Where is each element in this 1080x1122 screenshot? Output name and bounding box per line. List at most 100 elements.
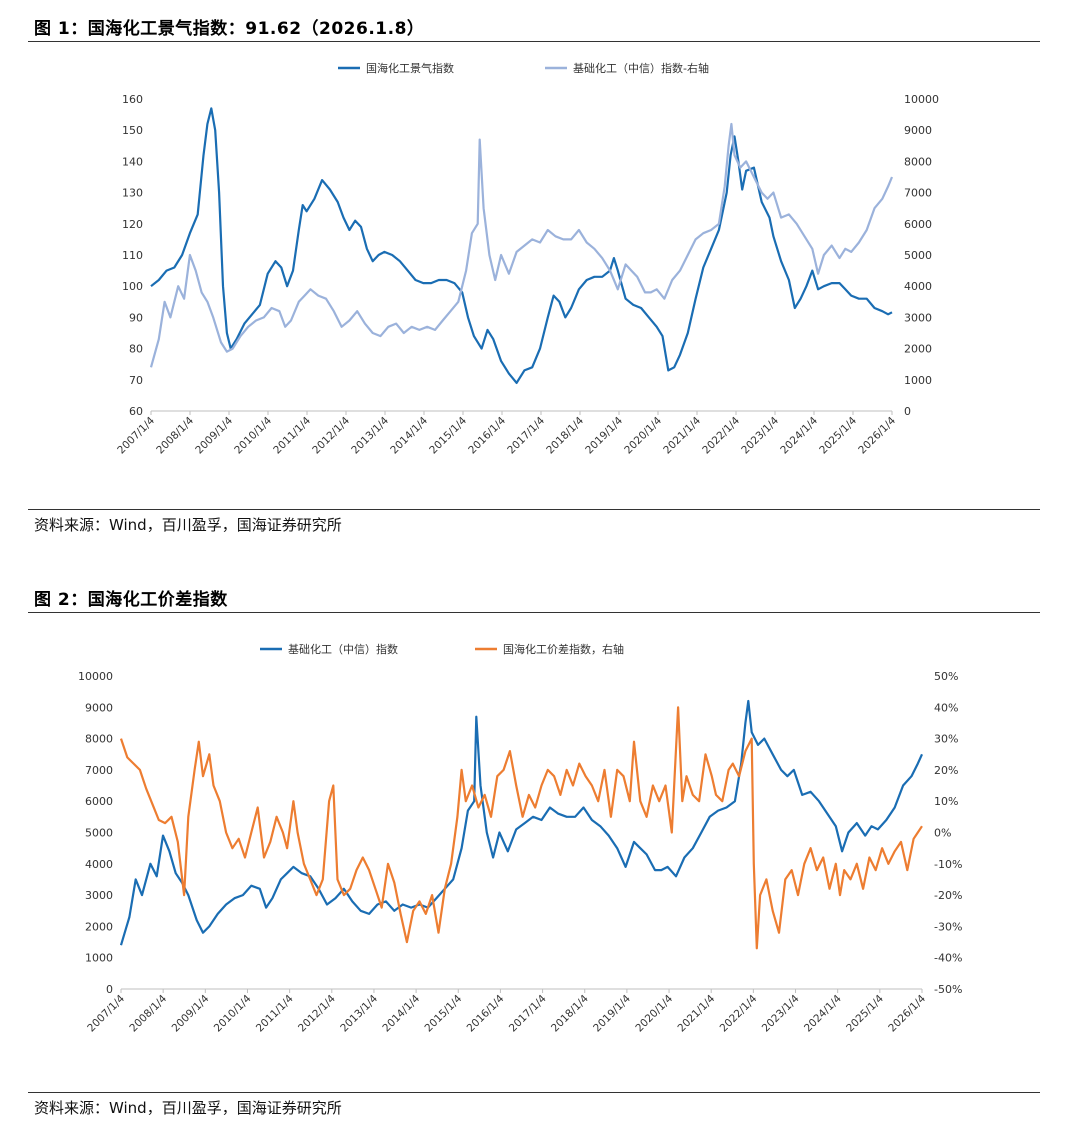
figure1-chart: 60 70 80 90 100 110 120 130 140 150 160 0 1000 2000 30… <box>115 61 939 456</box>
chart1-series-1-line <box>150 107 893 384</box>
chart1-x-tick-label: 2011/1/4 <box>271 414 313 456</box>
chart1-y-right-tick-label: 1000 <box>904 374 932 387</box>
figure2-chart: 0 1000 2000 3000 4000 5000 6000 7000 8000 9000 100… <box>78 642 962 1034</box>
chart1-x-tick-label: 2013/1/4 <box>349 414 391 456</box>
chart2-y-left-tick-label: 3000 <box>85 889 113 902</box>
chart2-series-2-line <box>119 706 923 950</box>
figure1-bottom-rule <box>28 509 1040 510</box>
chart2-x-tick-label: 2020/1/4 <box>633 992 675 1034</box>
chart1-x-tick-label: 2015/1/4 <box>427 414 469 456</box>
chart2-y-left-tick-label: 10000 <box>78 670 113 683</box>
chart2-y-right-tick-label: 40% <box>934 701 958 714</box>
chart2-y-right-tick-label: 20% <box>934 764 958 777</box>
chart1-y-left-tick-label: 110 <box>122 249 143 262</box>
chart1-y-left-tick-label: 120 <box>122 218 143 231</box>
chart1-y-right-tick-label: 4000 <box>904 280 932 293</box>
chart2-x-tick-label: 2017/1/4 <box>507 992 549 1034</box>
chart2-x-tick-label: 2019/1/4 <box>591 992 633 1034</box>
chart1-y-left-tick-label: 130 <box>122 187 143 200</box>
chart2-legend-label-2: 国海化工价差指数，右轴 <box>503 642 624 656</box>
chart1-legend-label-2: 基础化工（中信）指数-右轴 <box>573 61 709 75</box>
chart2-x-tick-label: 2018/1/4 <box>549 992 591 1034</box>
chart1-x-tick-label: 2026/1/4 <box>856 414 898 456</box>
chart2-x-tick-label: 2007/1/4 <box>85 992 127 1034</box>
chart2-y-left-tick-label: 4000 <box>85 858 113 871</box>
chart1-x-tick-label: 2016/1/4 <box>466 414 508 456</box>
figure1-top-rule <box>28 41 1040 42</box>
chart1-x-tick-label: 2021/1/4 <box>661 414 703 456</box>
chart1-y-left-tick-label: 70 <box>129 374 143 387</box>
chart2-x-tick-label: 2014/1/4 <box>380 992 422 1034</box>
chart2-y-right-tick-label: -30% <box>934 920 962 933</box>
chart1-x-tick-label: 2009/1/4 <box>193 414 235 456</box>
figure2-top-rule <box>28 612 1040 613</box>
figure1-source: 资料来源：Wind，百川盈孚，国海证券研究所 <box>34 516 342 534</box>
chart1-x-tick-label: 2012/1/4 <box>310 414 352 456</box>
chart1-y-left-tick-label: 100 <box>122 280 143 293</box>
chart1-y-right-tick-label: 5000 <box>904 249 932 262</box>
chart2-x-tick-label: 2024/1/4 <box>802 992 844 1034</box>
chart1-y-left-tick-label: 150 <box>122 124 143 137</box>
chart1-x-tick-label: 2014/1/4 <box>388 414 430 456</box>
figure2-source: 资料来源：Wind，百川盈孚，国海证券研究所 <box>34 1099 342 1117</box>
chart2-y-right-tick-label: -50% <box>934 983 962 996</box>
chart1-x-tick-label: 2024/1/4 <box>778 414 820 456</box>
chart2-x-tick-label: 2015/1/4 <box>423 992 465 1034</box>
chart2-x-tick-label: 2010/1/4 <box>212 992 254 1034</box>
chart2-y-left-tick-label: 0 <box>106 983 113 996</box>
chart2-series-1-line <box>119 699 924 946</box>
chart2-x-tick-label: 2016/1/4 <box>465 992 507 1034</box>
chart2-y-left-tick-label: 7000 <box>85 764 113 777</box>
chart1-y-right-tick-label: 0 <box>904 405 911 418</box>
chart2-x-tick-label: 2011/1/4 <box>254 992 296 1034</box>
chart2-y-right-tick-label: 50% <box>934 670 958 683</box>
chart1-x-tick-label: 2018/1/4 <box>544 414 586 456</box>
chart2-y-right-tick-label: -40% <box>934 952 962 965</box>
chart1-y-left-tick-label: 90 <box>129 311 143 324</box>
chart2-x-tick-label: 2009/1/4 <box>170 992 212 1034</box>
chart1-x-tick-label: 2007/1/4 <box>115 414 157 456</box>
chart1-y-left-tick-label: 140 <box>122 155 143 168</box>
chart1-y-left-tick-label: 80 <box>129 343 143 356</box>
chart2-x-tick-label: 2013/1/4 <box>338 992 380 1034</box>
chart1-x-tick-label: 2022/1/4 <box>700 414 742 456</box>
chart2-y-left-tick-label: 6000 <box>85 795 113 808</box>
chart1-y-left-tick-label: 160 <box>122 93 143 106</box>
chart2-y-left-tick-label: 2000 <box>85 920 113 933</box>
chart1-legend-label-1: 国海化工景气指数 <box>366 61 454 75</box>
chart1-y-right-tick-label: 7000 <box>904 187 932 200</box>
chart2-x-tick-label: 2026/1/4 <box>886 992 928 1034</box>
chart2-y-right-tick-label: 10% <box>934 795 958 808</box>
chart1-y-right-tick-label: 3000 <box>904 311 932 324</box>
figure2-bottom-rule <box>28 1092 1040 1093</box>
chart2-y-right-tick-label: -10% <box>934 858 962 871</box>
chart1-y-right-tick-label: 6000 <box>904 218 932 231</box>
chart1-y-right-tick-label: 8000 <box>904 155 932 168</box>
figure2-title: 图 2：国海化工价差指数 <box>34 590 228 610</box>
chart2-y-left-tick-label: 5000 <box>85 827 113 840</box>
chart1-x-tick-label: 2017/1/4 <box>505 414 547 456</box>
chart2-x-tick-label: 2008/1/4 <box>127 992 169 1034</box>
chart1-x-tick-label: 2020/1/4 <box>622 414 664 456</box>
chart2-y-left-tick-label: 8000 <box>85 733 113 746</box>
chart1-y-right-tick-label: 9000 <box>904 124 932 137</box>
chart2-x-tick-label: 2023/1/4 <box>760 992 802 1034</box>
chart2-y-right-tick-label: -20% <box>934 889 962 902</box>
chart2-x-tick-label: 2021/1/4 <box>675 992 717 1034</box>
chart2-y-left-tick-label: 1000 <box>85 952 113 965</box>
chart1-x-tick-label: 2019/1/4 <box>583 414 625 456</box>
figure1-title: 图 1：国海化工景气指数：91.62（2026.1.8） <box>34 19 425 39</box>
chart1-x-tick-label: 2023/1/4 <box>739 414 781 456</box>
chart2-y-right-tick-label: 0% <box>934 827 951 840</box>
chart1-x-tick-label: 2008/1/4 <box>154 414 196 456</box>
chart1-x-tick-label: 2025/1/4 <box>817 414 859 456</box>
chart1-series-2-line <box>149 122 894 368</box>
chart2-y-left-tick-label: 9000 <box>85 701 113 714</box>
chart2-legend-label-1: 基础化工（中信）指数 <box>288 642 398 656</box>
chart1-y-left-tick-label: 60 <box>129 405 143 418</box>
chart2-y-right-tick-label: 30% <box>934 733 958 746</box>
chart1-x-tick-label: 2010/1/4 <box>232 414 274 456</box>
chart1-y-right-tick-label: 10000 <box>904 93 939 106</box>
chart2-x-tick-label: 2012/1/4 <box>296 992 338 1034</box>
chart2-x-tick-label: 2022/1/4 <box>718 992 760 1034</box>
